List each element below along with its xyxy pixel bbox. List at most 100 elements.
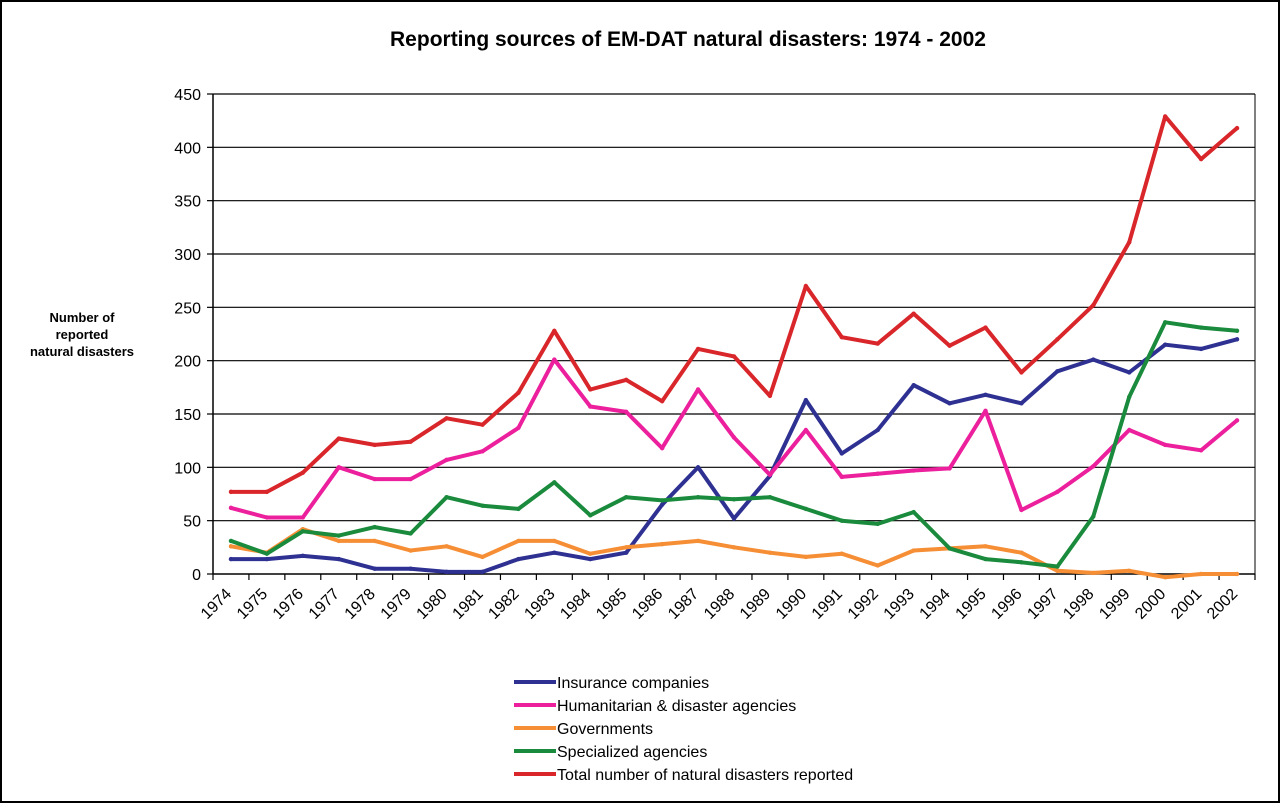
data-point-insurance-companies-1985 [624, 550, 629, 555]
x-tick-label-1988: 1988 [701, 586, 738, 623]
data-point-specialized-agencies-1980 [444, 495, 449, 500]
data-point-specialized-agencies-1974 [228, 538, 234, 544]
data-point-total-number-of-natural-disasters-reported-1996 [1019, 370, 1024, 375]
data-point-total-number-of-natural-disasters-reported-1995 [983, 325, 988, 330]
data-point-insurance-companies-1991 [839, 451, 844, 456]
data-point-governments-1998 [1091, 570, 1096, 576]
x-tick-label-1974: 1974 [198, 586, 235, 623]
data-point-governments-2001 [1198, 571, 1204, 577]
data-point-governments-2000 [1162, 575, 1168, 580]
x-tick-label-1976: 1976 [270, 586, 307, 623]
data-point-governments-1989 [767, 550, 773, 555]
data-point-specialized-agencies-1996 [1019, 560, 1024, 565]
data-point-governments-1984 [588, 551, 593, 556]
data-point-total-number-of-natural-disasters-reported-1987 [695, 346, 701, 352]
data-point-total-number-of-natural-disasters-reported-1978 [372, 442, 377, 448]
data-point-governments-1993 [911, 548, 916, 553]
legend-label-total-number-of-natural-disasters-reported: Total number of natural disasters report… [557, 767, 853, 784]
data-point-insurance-companies-1981 [480, 569, 485, 575]
data-point-humanitarian-disaster-agencies-1996 [1019, 507, 1024, 513]
x-tick-label-1984: 1984 [557, 586, 594, 623]
x-tick-label-1996: 1996 [988, 586, 1025, 623]
data-point-specialized-agencies-1985 [624, 495, 629, 500]
y-tick-label-100: 100 [174, 460, 201, 477]
data-point-insurance-companies-1982 [516, 556, 521, 562]
data-point-total-number-of-natural-disasters-reported-1977 [336, 436, 341, 441]
data-point-total-number-of-natural-disasters-reported-1994 [947, 343, 952, 348]
data-point-humanitarian-disaster-agencies-1983 [552, 357, 557, 362]
data-point-insurance-companies-1999 [1127, 370, 1132, 375]
data-point-specialized-agencies-1981 [480, 503, 485, 508]
data-point-humanitarian-disaster-agencies-1989 [767, 472, 773, 477]
data-point-specialized-agencies-1983 [552, 480, 557, 485]
data-point-governments-1978 [372, 538, 377, 544]
x-tick-label-1975: 1975 [234, 586, 271, 623]
y-axis-label-line-1: Number of [50, 310, 116, 325]
data-point-specialized-agencies-1977 [336, 533, 341, 538]
data-point-specialized-agencies-2001 [1198, 325, 1204, 330]
x-tick-label-1985: 1985 [593, 586, 630, 623]
data-point-humanitarian-disaster-agencies-1981 [480, 449, 485, 454]
x-tick-label-1977: 1977 [306, 586, 343, 623]
x-tick-label-1980: 1980 [414, 586, 451, 623]
data-point-insurance-companies-1996 [1019, 401, 1024, 406]
data-point-humanitarian-disaster-agencies-1986 [659, 445, 665, 451]
data-point-humanitarian-disaster-agencies-1999 [1127, 427, 1132, 433]
data-point-total-number-of-natural-disasters-reported-2002 [1234, 125, 1240, 131]
data-point-humanitarian-disaster-agencies-1979 [408, 476, 413, 482]
y-tick-labels: 0 50 100 150 200 250 300 350 400 450 [174, 87, 201, 584]
y-tick-label-200: 200 [174, 354, 201, 371]
data-point-humanitarian-disaster-agencies-1976 [300, 515, 306, 520]
data-point-governments-1974 [228, 544, 234, 549]
data-point-governments-1995 [983, 544, 988, 549]
data-point-insurance-companies-1994 [947, 401, 952, 406]
x-tick-label-1983: 1983 [521, 586, 558, 623]
data-point-insurance-companies-1975 [264, 556, 270, 562]
data-point-specialized-agencies-1999 [1127, 394, 1132, 400]
data-point-governments-1986 [659, 541, 665, 547]
data-point-total-number-of-natural-disasters-reported-1980 [444, 416, 449, 421]
data-point-humanitarian-disaster-agencies-1998 [1091, 464, 1096, 469]
data-point-humanitarian-disaster-agencies-2001 [1198, 448, 1204, 453]
y-tick-label-0: 0 [192, 567, 201, 584]
series-line-insurance-companies [229, 337, 1239, 574]
data-point-total-number-of-natural-disasters-reported-1985 [624, 377, 629, 383]
data-point-governments-2002 [1234, 571, 1240, 577]
data-point-governments-1982 [516, 538, 521, 544]
data-point-total-number-of-natural-disasters-reported-1983 [552, 328, 557, 333]
data-point-insurance-companies-1979 [408, 566, 413, 571]
data-point-total-number-of-natural-disasters-reported-1997 [1055, 337, 1060, 342]
data-point-total-number-of-natural-disasters-reported-1975 [264, 489, 270, 495]
data-point-total-number-of-natural-disasters-reported-1982 [516, 390, 521, 395]
data-point-humanitarian-disaster-agencies-1982 [516, 425, 521, 431]
data-point-total-number-of-natural-disasters-reported-1981 [480, 422, 485, 427]
x-tick-label-1995: 1995 [953, 586, 990, 623]
data-point-governments-1991 [839, 551, 844, 556]
data-point-specialized-agencies-1991 [839, 518, 844, 523]
data-point-governments-1980 [444, 544, 449, 549]
data-point-insurance-companies-2002 [1234, 337, 1240, 342]
data-point-insurance-companies-2001 [1198, 346, 1204, 352]
data-point-insurance-companies-1990 [803, 397, 809, 403]
data-point-humanitarian-disaster-agencies-1978 [372, 476, 377, 482]
data-point-total-number-of-natural-disasters-reported-1992 [875, 341, 880, 346]
data-point-specialized-agencies-1990 [803, 506, 809, 512]
data-point-total-number-of-natural-disasters-reported-1991 [839, 335, 844, 340]
data-point-specialized-agencies-1979 [408, 531, 413, 536]
x-tick-label-2002: 2002 [1204, 586, 1241, 623]
data-point-total-number-of-natural-disasters-reported-1976 [300, 470, 306, 475]
data-point-total-number-of-natural-disasters-reported-2000 [1162, 114, 1168, 119]
data-point-governments-1983 [552, 538, 557, 544]
legend: Insurance companies Humanitarian & disast… [514, 675, 853, 784]
x-tick-label-1992: 1992 [845, 586, 882, 623]
x-tick-label-1998: 1998 [1060, 586, 1097, 623]
y-tick-label-250: 250 [174, 300, 201, 317]
data-point-humanitarian-disaster-agencies-1997 [1055, 489, 1060, 495]
data-point-specialized-agencies-1978 [372, 524, 377, 530]
data-point-governments-1992 [875, 563, 880, 568]
data-point-humanitarian-disaster-agencies-1977 [336, 465, 341, 470]
legend-label-insurance-companies: Insurance companies [557, 675, 709, 692]
data-point-humanitarian-disaster-agencies-1993 [911, 468, 916, 473]
x-tick-label-1994: 1994 [917, 586, 954, 623]
y-axis-label-line-3: natural disasters [30, 344, 134, 359]
